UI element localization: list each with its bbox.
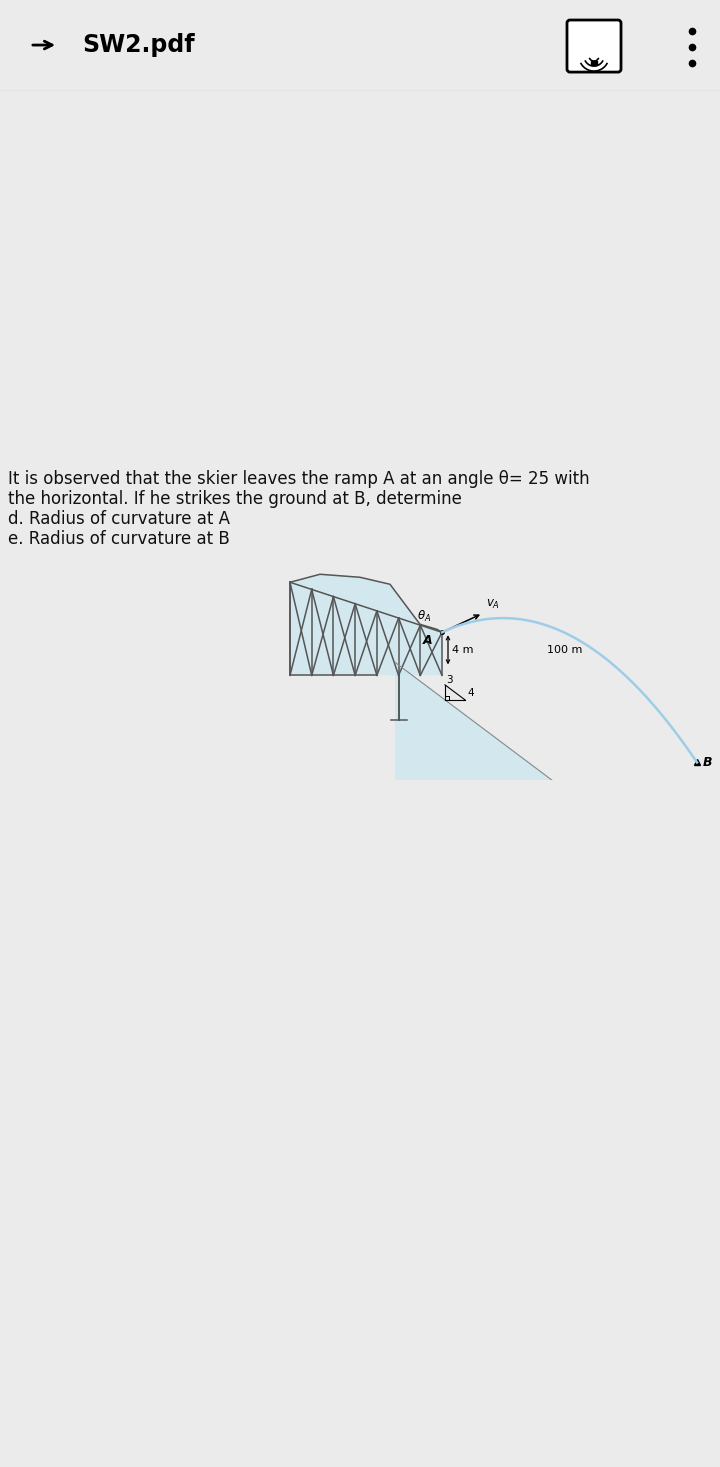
Text: $v_A$: $v_A$ [486, 599, 500, 612]
Text: e. Radius of curvature at B: e. Radius of curvature at B [8, 530, 230, 549]
Polygon shape [290, 574, 442, 675]
Text: B: B [703, 756, 713, 769]
Text: SW2.pdf: SW2.pdf [82, 34, 194, 57]
Text: A: A [423, 634, 432, 647]
FancyBboxPatch shape [567, 21, 621, 72]
Bar [591, 62, 597, 65]
Text: It is observed that the skier leaves the ramp A at an angle θ= 25 with: It is observed that the skier leaves the… [8, 471, 590, 489]
Text: $\theta_A$: $\theta_A$ [417, 609, 431, 623]
Polygon shape [395, 662, 720, 917]
Text: 100 m: 100 m [547, 645, 582, 656]
Text: 4 m: 4 m [452, 645, 474, 654]
Text: 3: 3 [446, 675, 452, 685]
Text: the horizontal. If he strikes the ground at B, determine: the horizontal. If he strikes the ground… [8, 490, 462, 508]
Text: 4: 4 [467, 688, 474, 698]
Text: d. Radius of curvature at A: d. Radius of curvature at A [8, 511, 230, 528]
